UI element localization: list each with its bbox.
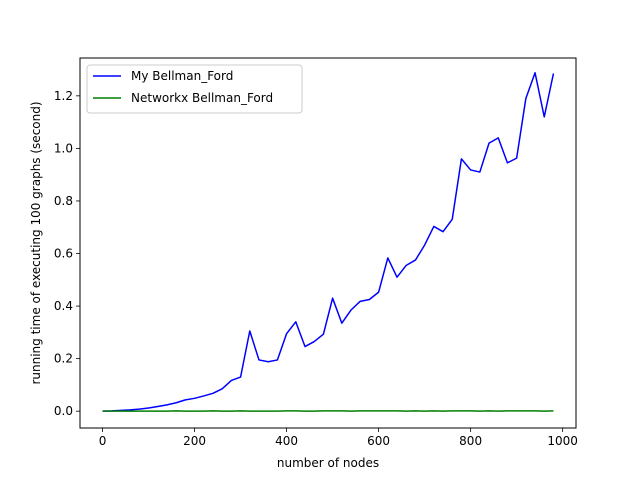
y-tick-label: 0.4 [54, 299, 73, 313]
y-tick-label: 0.2 [54, 352, 73, 366]
legend: My Bellman_Ford Networkx Bellman_Ford [86, 64, 303, 114]
x-axis-label: number of nodes [277, 456, 379, 470]
y-tick-label: 0.0 [54, 404, 73, 418]
y-axis-label: running time of executing 100 graphs (se… [29, 101, 43, 384]
plot-lines [102, 71, 555, 412]
x-tick-label: 0 [99, 434, 107, 448]
y-tick-label: 0.6 [54, 247, 73, 261]
y-tick-label: 1.2 [54, 89, 73, 103]
x-tick-label: 400 [275, 434, 298, 448]
x-tick-label: 200 [183, 434, 206, 448]
series-line-1 [102, 71, 555, 412]
x-tick-label: 600 [367, 434, 390, 448]
legend-box [86, 64, 303, 114]
x-tick-label: 1000 [547, 434, 578, 448]
legend-label: Networkx Bellman_Ford [131, 91, 273, 105]
y-tick-label: 1.0 [54, 141, 73, 155]
x-tick-label: 800 [459, 434, 482, 448]
y-axis: 0.0 0.2 0.4 0.6 0.8 1.0 1.2 [54, 89, 80, 418]
x-axis: 0 200 400 600 800 1000 [99, 428, 578, 448]
y-tick-label: 0.8 [54, 194, 73, 208]
legend-label: My Bellman_Ford [131, 69, 233, 83]
plot-frame [79, 57, 577, 429]
